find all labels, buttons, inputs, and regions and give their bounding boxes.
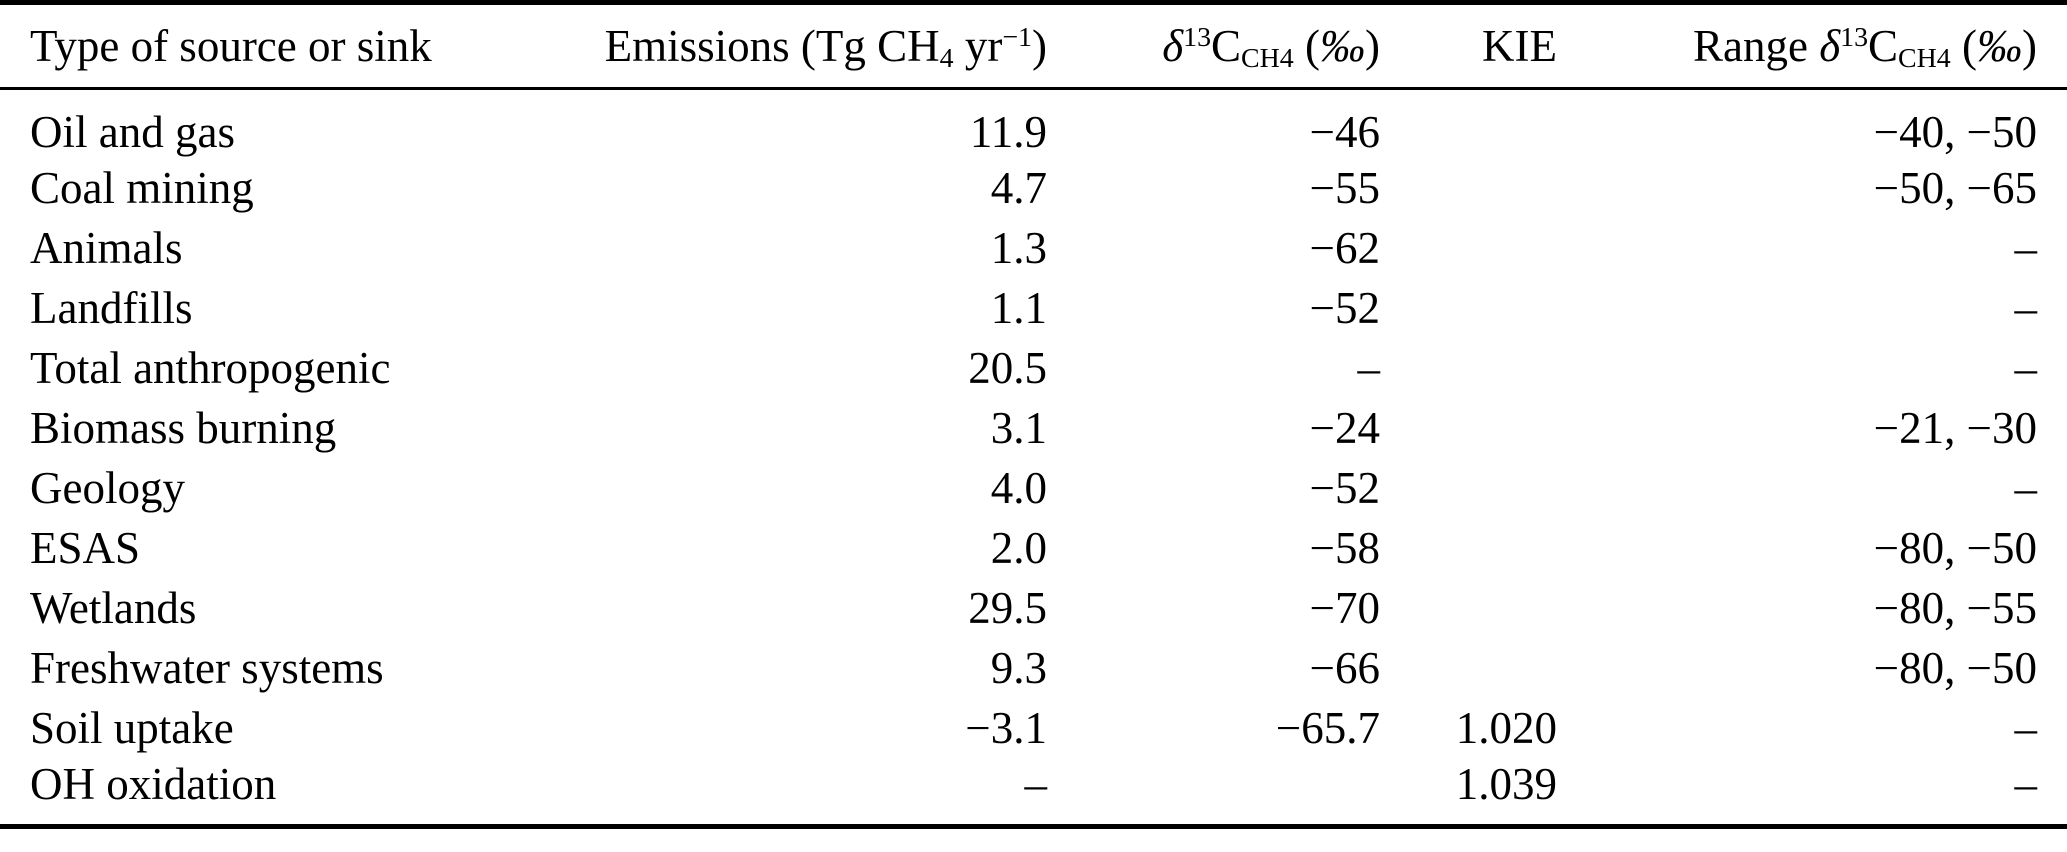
table-row: Soil uptake −3.1 −65.7 1.020 – bbox=[0, 698, 2067, 758]
cell-source: Total anthropogenic bbox=[30, 343, 391, 393]
cell-d13c: −66 bbox=[1309, 643, 1380, 693]
table-body: Oil and gas 11.9 −46 −40, −50 Coal mining 4.7… bbox=[0, 89, 2067, 827]
cell-kie bbox=[1380, 158, 1557, 218]
table-row: Wetlands 29.5 −70 −80, −55 bbox=[0, 578, 2067, 638]
cell-source: Coal mining bbox=[30, 163, 254, 213]
table-row: Freshwater systems 9.3 −66 −80, −50 bbox=[0, 638, 2067, 698]
cell-source: OH oxidation bbox=[30, 759, 277, 809]
cell-range: −80, −50 bbox=[1873, 643, 2037, 693]
cell-range: – bbox=[2014, 703, 2038, 753]
table-row: Oil and gas 11.9 −46 −40, −50 bbox=[0, 89, 2067, 159]
cell-kie: 1.039 bbox=[1455, 759, 1557, 809]
cell-emissions: 29.5 bbox=[968, 583, 1047, 633]
cell-kie bbox=[1380, 278, 1557, 338]
cell-d13c: −52 bbox=[1309, 463, 1380, 513]
table-row: Animals 1.3 −62 – bbox=[0, 218, 2067, 278]
cell-kie bbox=[1380, 518, 1557, 578]
cell-d13c: −65.7 bbox=[1275, 703, 1380, 753]
cell-source: Oil and gas bbox=[30, 107, 235, 157]
cell-emissions: 9.3 bbox=[990, 643, 1047, 693]
table-row: Coal mining 4.7 −55 −50, −65 bbox=[0, 158, 2067, 218]
cell-range: – bbox=[2014, 463, 2038, 513]
cell-emissions: – bbox=[1024, 759, 1048, 809]
cell-source: Soil uptake bbox=[30, 703, 234, 753]
cell-range: −50, −65 bbox=[1873, 163, 2037, 213]
table-row: Geology 4.0 −52 – bbox=[0, 458, 2067, 518]
cell-kie bbox=[1380, 578, 1557, 638]
table-row: Total anthropogenic 20.5 – – bbox=[0, 338, 2067, 398]
table-row: Landfills 1.1 −52 – bbox=[0, 278, 2067, 338]
cell-source: Freshwater systems bbox=[30, 643, 384, 693]
cell-kie bbox=[1380, 458, 1557, 518]
cell-emissions: −3.1 bbox=[965, 703, 1047, 753]
column-header-range: Range δ13CCH4 (‰) bbox=[1693, 21, 2037, 75]
table-row: OH oxidation – 1.039 – bbox=[0, 758, 2067, 827]
cell-range: −80, −55 bbox=[1873, 583, 2037, 633]
cell-emissions: 11.9 bbox=[969, 107, 1047, 157]
cell-d13c: −55 bbox=[1309, 163, 1380, 213]
cell-range: – bbox=[2014, 759, 2038, 809]
cell-source: Animals bbox=[30, 223, 183, 273]
cell-d13c: – bbox=[1357, 343, 1381, 393]
cell-range: −80, −50 bbox=[1873, 523, 2037, 573]
methane-sources-table: Type of source or sink Emissions (Tg CH4 … bbox=[0, 0, 2067, 829]
cell-d13c: −62 bbox=[1309, 223, 1380, 273]
cell-range: – bbox=[2014, 223, 2038, 273]
cell-range: – bbox=[2014, 283, 2038, 333]
cell-source: Wetlands bbox=[30, 583, 197, 633]
cell-source: ESAS bbox=[30, 523, 141, 573]
cell-kie bbox=[1380, 398, 1557, 458]
cell-d13c: −52 bbox=[1309, 283, 1380, 333]
cell-emissions: 1.1 bbox=[990, 283, 1047, 333]
cell-source: Landfills bbox=[30, 283, 193, 333]
column-header-source: Type of source or sink bbox=[30, 21, 432, 71]
cell-emissions: 1.3 bbox=[990, 223, 1047, 273]
cell-emissions: 4.7 bbox=[990, 163, 1047, 213]
cell-range: −21, −30 bbox=[1873, 403, 2037, 453]
cell-kie bbox=[1380, 89, 1557, 159]
cell-range: −40, −50 bbox=[1873, 107, 2037, 157]
column-header-kie: KIE bbox=[1482, 21, 1557, 71]
cell-d13c: −70 bbox=[1309, 583, 1380, 633]
cell-source: Geology bbox=[30, 463, 185, 513]
cell-kie bbox=[1380, 638, 1557, 698]
cell-emissions: 3.1 bbox=[990, 403, 1047, 453]
cell-emissions: 4.0 bbox=[990, 463, 1047, 513]
table-row: Biomass burning 3.1 −24 −21, −30 bbox=[0, 398, 2067, 458]
cell-kie: 1.020 bbox=[1455, 703, 1557, 753]
cell-d13c: −24 bbox=[1309, 403, 1380, 453]
cell-d13c: −58 bbox=[1309, 523, 1380, 573]
cell-source: Biomass burning bbox=[30, 403, 337, 453]
column-header-d13c: δ13CCH4 (‰) bbox=[1162, 21, 1380, 75]
header-row: Type of source or sink Emissions (Tg CH4 … bbox=[0, 3, 2067, 89]
cell-range: – bbox=[2014, 343, 2038, 393]
cell-emissions: 2.0 bbox=[990, 523, 1047, 573]
cell-d13c bbox=[1047, 758, 1380, 827]
column-header-emissions: Emissions (Tg CH4 yr−1) bbox=[604, 21, 1047, 75]
cell-kie bbox=[1380, 218, 1557, 278]
cell-d13c: −46 bbox=[1309, 107, 1380, 157]
cell-emissions: 20.5 bbox=[968, 343, 1047, 393]
cell-kie bbox=[1380, 338, 1557, 398]
table-row: ESAS 2.0 −58 −80, −50 bbox=[0, 518, 2067, 578]
